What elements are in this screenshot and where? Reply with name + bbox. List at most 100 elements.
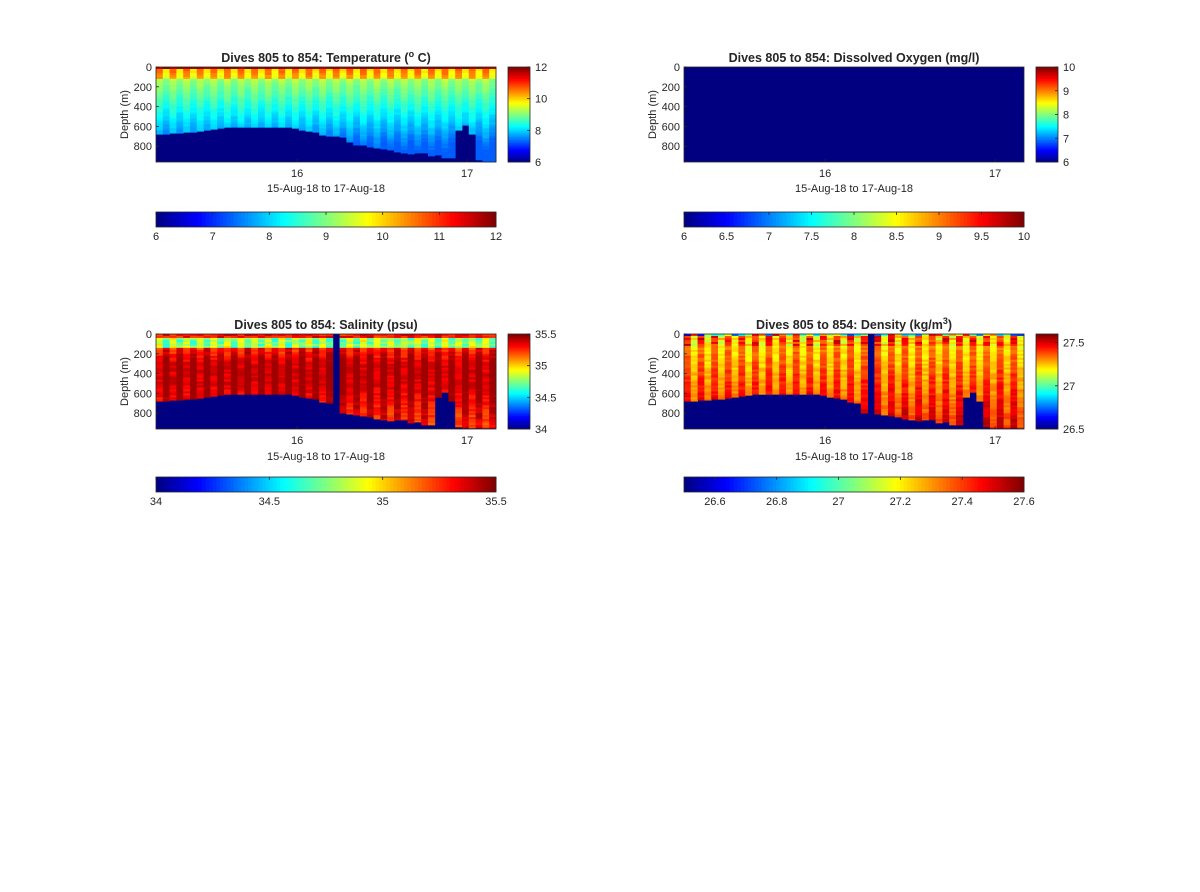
heatmap-cell bbox=[475, 417, 483, 420]
heatmap-cell bbox=[162, 335, 170, 339]
heatmap-cell bbox=[482, 419, 490, 422]
heatmap-cell bbox=[285, 357, 293, 361]
heatmap-cell bbox=[360, 102, 368, 105]
heatmap-cell bbox=[258, 80, 266, 84]
heatmap-cell bbox=[271, 371, 279, 374]
heatmap-cell bbox=[237, 116, 245, 119]
heatmap-cell bbox=[482, 339, 490, 343]
heatmap-cell bbox=[183, 98, 191, 101]
heatmap-cell bbox=[468, 363, 476, 366]
heatmap-cell bbox=[421, 417, 429, 420]
profile-column bbox=[489, 67, 497, 163]
profile-column bbox=[758, 334, 766, 395]
heatmap-cell bbox=[373, 417, 381, 420]
heatmap-cell bbox=[176, 349, 184, 353]
heatmap-cell bbox=[462, 88, 470, 92]
heatmap-cell bbox=[421, 96, 429, 99]
heatmap-cell bbox=[346, 347, 354, 351]
heatmap-cell bbox=[305, 367, 313, 370]
heatmap-cell bbox=[373, 337, 381, 341]
heatmap-cell bbox=[407, 116, 415, 119]
heatmap-cell bbox=[421, 112, 429, 115]
heatmap-cell bbox=[210, 363, 218, 366]
heatmap-cell bbox=[271, 359, 279, 363]
heatmap-cell bbox=[758, 389, 766, 392]
heatmap-cell bbox=[704, 395, 712, 398]
heatmap-cell bbox=[455, 401, 463, 404]
heatmap-cell bbox=[697, 361, 705, 364]
heatmap-cell bbox=[434, 369, 442, 372]
heatmap-cell bbox=[210, 373, 218, 376]
heatmap-cell bbox=[475, 393, 483, 396]
colorbar-segment bbox=[508, 133, 530, 136]
heatmap-cell bbox=[162, 116, 170, 119]
heatmap-cell bbox=[258, 339, 266, 343]
heatmap-cell bbox=[230, 67, 238, 70]
heatmap-cell bbox=[731, 359, 739, 363]
heatmap-cell bbox=[752, 347, 760, 351]
heatmap-cell bbox=[339, 88, 347, 92]
heatmap-cell bbox=[387, 110, 395, 113]
colorbar-segment bbox=[315, 212, 320, 227]
heatmap-cell bbox=[346, 80, 354, 84]
heatmap-cell bbox=[298, 94, 306, 97]
heatmap-cell bbox=[421, 373, 429, 376]
heatmap-cell bbox=[704, 379, 712, 382]
heatmap-cell bbox=[690, 337, 698, 341]
heatmap-cell bbox=[745, 377, 753, 380]
colorbar-segment bbox=[508, 126, 530, 129]
heatmap-cell bbox=[326, 126, 334, 129]
heatmap-cell bbox=[434, 363, 442, 366]
heatmap-cell bbox=[765, 357, 773, 361]
heatmap-cell bbox=[326, 102, 334, 105]
heatmap-cell bbox=[271, 361, 279, 364]
heatmap-cell bbox=[162, 395, 170, 398]
heatmap-cell bbox=[441, 67, 449, 70]
heatmap-cell bbox=[312, 335, 320, 339]
heatmap-cell bbox=[489, 359, 497, 363]
colorbar-segment bbox=[508, 363, 530, 366]
heatmap-cell bbox=[489, 399, 497, 402]
heatmap-cell bbox=[203, 367, 211, 370]
heatmap-cell bbox=[298, 389, 306, 392]
heatmap-cell bbox=[278, 379, 286, 382]
heatmap-cell bbox=[489, 349, 497, 353]
heatmap-cell bbox=[360, 393, 368, 396]
heatmap-cell bbox=[156, 355, 164, 359]
colorbar-segment bbox=[949, 212, 954, 227]
heatmap-cell bbox=[786, 379, 794, 382]
heatmap-cell bbox=[360, 114, 368, 117]
heatmap-cell bbox=[434, 138, 442, 141]
heatmap-cell bbox=[711, 359, 719, 363]
heatmap-cell bbox=[468, 126, 476, 129]
heatmap-cell bbox=[475, 108, 483, 111]
colorbar-segment bbox=[907, 212, 912, 227]
heatmap-cell bbox=[203, 80, 211, 84]
colorbar-segment bbox=[219, 212, 224, 227]
heatmap-cell bbox=[258, 385, 266, 388]
heatmap-cell bbox=[421, 369, 429, 372]
heatmap-cell bbox=[326, 72, 334, 76]
heatmap-cell bbox=[169, 102, 177, 105]
heatmap-cell bbox=[319, 349, 327, 353]
heatmap-cell bbox=[684, 375, 692, 378]
heatmap-cell bbox=[489, 419, 497, 422]
heatmap-cell bbox=[210, 110, 218, 113]
heatmap-cell bbox=[278, 357, 286, 361]
heatmap-cell bbox=[264, 335, 272, 339]
heatmap-cell bbox=[264, 90, 272, 94]
heatmap-cell bbox=[772, 347, 780, 351]
heatmap-cell bbox=[326, 88, 334, 92]
heatmap-cell bbox=[455, 104, 463, 107]
heatmap-cell bbox=[421, 401, 429, 404]
heatmap-cell bbox=[462, 403, 470, 406]
colorbar-segment bbox=[265, 212, 270, 227]
heatmap-cell bbox=[765, 389, 773, 392]
heatmap-cell bbox=[799, 335, 807, 339]
heatmap-cell bbox=[786, 337, 794, 341]
heatmap-cell bbox=[360, 341, 368, 345]
heatmap-cell bbox=[360, 397, 368, 400]
heatmap-cell bbox=[326, 100, 334, 103]
heatmap-cell bbox=[285, 393, 293, 395]
heatmap-cell bbox=[312, 90, 320, 94]
